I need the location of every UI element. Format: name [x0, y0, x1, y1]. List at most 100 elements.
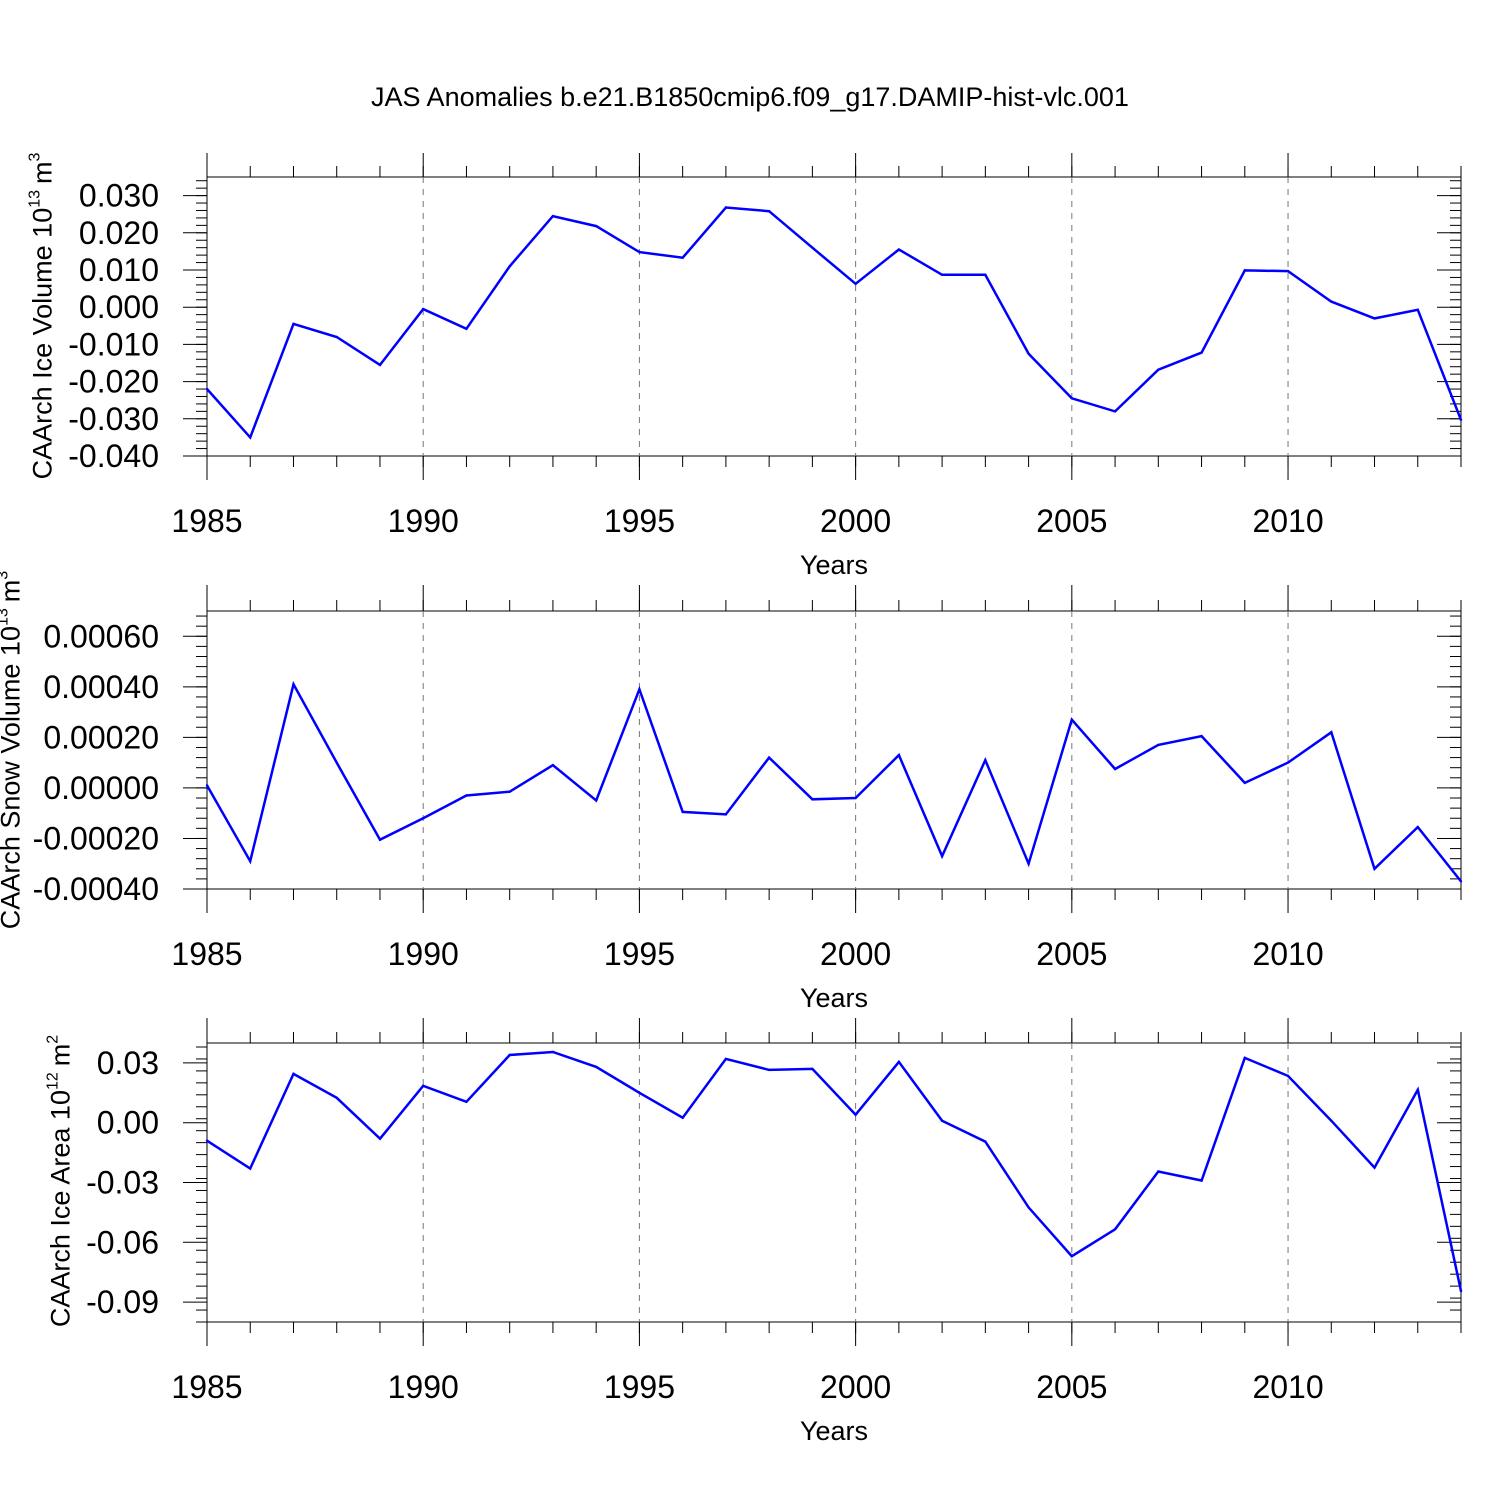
data-point: [1157, 743, 1160, 747]
data-point: [897, 1060, 901, 1064]
y-axis-title-exponent: 13: [0, 608, 11, 626]
x-tick-label: 1990: [388, 503, 459, 539]
plot-frame: [206, 176, 1462, 457]
y-axis-title-text: CAArch Ice Area 10: [45, 1090, 75, 1327]
data-point: [1070, 718, 1074, 721]
chart-title: JAS Anomalies b.e21.B1850cmip6.f09_g17.D…: [371, 82, 1129, 112]
y-axis-title-unit: m: [0, 580, 25, 603]
y-tick-label: 0.020: [79, 215, 159, 251]
x-tick-label: 2010: [1252, 503, 1323, 539]
data-point: [1200, 351, 1203, 354]
x-tick-label: 1985: [171, 936, 242, 972]
y-axis-title: CAArch Ice Volume 1013 m3: [26, 152, 57, 479]
y-tick-label: -0.040: [68, 438, 159, 474]
data-point: [1373, 867, 1376, 870]
y-tick-label: 0.030: [79, 178, 159, 214]
data-point: [205, 1139, 209, 1142]
y-axis-title-unit-exponent: 3: [0, 571, 11, 580]
series-line: [206, 1050, 1463, 1292]
x-tick-label: 2005: [1036, 503, 1107, 539]
data-point: [897, 248, 901, 251]
plot-frame: [206, 610, 1462, 890]
panel-ice-volume: 1985 1990 1995 2000 2005 2010 0.0300.0200.0100…: [26, 152, 1463, 580]
y-axis-title-text: CAArch Ice Volume 10: [27, 208, 57, 480]
data-point: [638, 250, 641, 254]
data-point: [681, 256, 684, 259]
data-point: [940, 273, 944, 277]
panel-snow-volume: 1985 1990 1995 2000 2005 2010 0.00060 0.00040 0.…: [0, 571, 1463, 1013]
data-point: [940, 854, 944, 858]
data-point: [292, 322, 295, 326]
y-tick-label: -0.09: [86, 1284, 159, 1320]
data-point: [854, 796, 857, 800]
x-tick-label: 2010: [1252, 1369, 1323, 1405]
data-point: [1416, 1088, 1419, 1092]
data-point: [1330, 731, 1333, 734]
data-point: [1286, 761, 1290, 764]
data-point: [1243, 781, 1246, 785]
data-point: [811, 1067, 814, 1071]
x-tick-label: 1990: [388, 1369, 459, 1405]
data-point: [422, 1084, 425, 1088]
data-point: [724, 813, 728, 816]
data-point: [249, 1167, 252, 1170]
data-point: [1330, 1119, 1333, 1122]
data-point: [897, 753, 901, 757]
data-point: [594, 1065, 598, 1069]
data-point: [1027, 1206, 1030, 1209]
y-tick-label: -0.010: [68, 326, 159, 362]
data-point: [1200, 734, 1203, 738]
data-point: [205, 387, 209, 391]
x-tick-label: 2010: [1252, 936, 1323, 972]
y-tick-label: -0.00040: [33, 871, 159, 907]
data-point: [465, 1100, 468, 1103]
data-point: [1070, 1255, 1074, 1258]
y-axis-title-unit-exponent: 3: [26, 152, 43, 161]
y-tick-label: -0.030: [68, 401, 159, 437]
data-point: [378, 1137, 382, 1140]
data-point: [1027, 352, 1030, 355]
data-point: [249, 860, 252, 863]
y-axis-title-exponent: 13: [26, 190, 43, 208]
y-tick-label: 0.00040: [43, 669, 159, 705]
data-point: [465, 327, 468, 330]
data-point: [638, 688, 641, 691]
x-tick-label: 1990: [388, 936, 459, 972]
x-tick-label: 2000: [820, 503, 891, 539]
x-axis-title: Years: [800, 1416, 868, 1446]
data-point: [811, 798, 814, 801]
y-tick-label: 0.00000: [43, 770, 159, 806]
x-tick-label: 2000: [820, 936, 891, 972]
x-axis-title: Years: [800, 983, 868, 1013]
data-point: [638, 1091, 641, 1095]
data-point: [594, 224, 598, 228]
data-point: [984, 1140, 987, 1143]
x-tick-label: 2000: [820, 1369, 891, 1405]
plot-frame: [206, 1042, 1462, 1323]
data-point: [1243, 1056, 1246, 1060]
data-point: [508, 790, 511, 793]
data-point: [422, 307, 425, 311]
data-point: [422, 817, 425, 820]
data-point: [1373, 317, 1376, 320]
data-point: [335, 335, 338, 339]
data-point: [1157, 368, 1160, 371]
y-tick-label: 0.000: [79, 289, 159, 325]
data-point: [767, 756, 771, 759]
data-point: [465, 794, 468, 797]
data-point: [854, 282, 857, 285]
x-tick-label: 1995: [604, 1369, 675, 1405]
data-point: [1286, 1074, 1290, 1078]
data-point: [378, 363, 382, 367]
data-point: [1286, 269, 1290, 273]
data-point: [1070, 397, 1074, 400]
data-point: [767, 1068, 771, 1072]
data-point: [1113, 1228, 1117, 1231]
data-point: [1459, 880, 1463, 883]
data-point: [724, 1057, 728, 1061]
data-point: [984, 273, 987, 277]
y-tick-label: -0.00020: [33, 820, 159, 856]
x-axis-title: Years: [800, 550, 868, 580]
y-tick-label: 0.00060: [43, 618, 159, 654]
